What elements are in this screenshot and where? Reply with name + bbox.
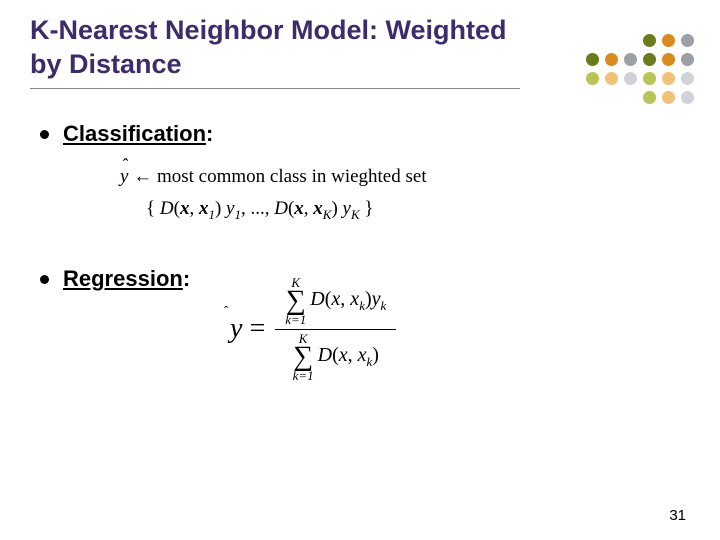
classification-formula: y ← most common class in wieghted set { … — [120, 161, 720, 226]
dot-icon — [681, 72, 694, 85]
dot-icon — [643, 91, 656, 104]
y-symbol: y — [230, 313, 242, 344]
comma: , — [348, 344, 358, 366]
bullet-label: Classification — [63, 121, 206, 146]
brace-open: { — [146, 198, 155, 219]
arrow-glyph: ← — [133, 166, 152, 187]
formula-text: most common class in wieghted set — [157, 166, 427, 187]
title-underline — [30, 88, 520, 89]
dot-icon — [643, 53, 656, 66]
dot-icon — [681, 91, 694, 104]
D-symbol: D — [310, 288, 324, 310]
lparen: ( — [332, 344, 339, 366]
x-symbol: x — [294, 198, 304, 219]
dot-icon — [605, 53, 618, 66]
dot-icon — [681, 34, 694, 47]
subyK: K — [351, 207, 360, 222]
dots: , ..., — [241, 198, 274, 219]
x-symbol: x — [180, 198, 190, 219]
D-symbol: D — [318, 344, 332, 366]
dot-icon — [681, 53, 694, 66]
yK-symbol: y — [343, 198, 351, 219]
bullet-colon: : — [183, 266, 190, 291]
yhat-equals: ˆ y = — [230, 313, 265, 345]
k-sub: k — [381, 298, 387, 313]
x-symbol: x — [339, 344, 348, 366]
numerator: K ∑ k=1 D(x, xk)yk — [275, 274, 396, 329]
dot-icon — [643, 72, 656, 85]
denominator: K ∑ k=1 D(x, xk) — [283, 330, 389, 385]
hat-glyph: ˆ — [224, 303, 228, 319]
regression-formula: ˆ y = K ∑ k=1 D(x, xk)yk K ∑ k=1 — [230, 274, 720, 385]
x1-symbol: x — [199, 198, 209, 219]
dot-icon — [662, 72, 675, 85]
bullet-colon: : — [206, 121, 213, 146]
D-symbol: D — [160, 198, 174, 219]
x-symbol: x — [331, 288, 340, 310]
rparen: ) — [365, 288, 372, 310]
sum-lower: k=1 — [285, 313, 306, 327]
sigma-icon: ∑ — [293, 345, 313, 369]
fraction: K ∑ k=1 D(x, xk)yk K ∑ k=1 D(x, xk) — [275, 274, 396, 385]
yhat-symbol: y — [120, 161, 128, 193]
D-symbol: D — [274, 198, 288, 219]
equals: = — [242, 313, 265, 344]
yk-symbol: y — [372, 288, 381, 310]
dot-icon — [662, 34, 675, 47]
sum-lower: k=1 — [293, 369, 314, 383]
dot-icon — [605, 72, 618, 85]
dot-icon — [643, 34, 656, 47]
decorative-dot-grid — [586, 34, 694, 110]
bullet-label: Regression — [63, 266, 183, 291]
dot-icon — [586, 53, 599, 66]
page-number: 31 — [669, 507, 686, 524]
comma: , — [340, 288, 350, 310]
rparen: ) — [372, 344, 379, 366]
dot-icon — [624, 72, 637, 85]
dot-icon — [586, 72, 599, 85]
sigma-block: K ∑ k=1 — [285, 276, 306, 327]
bullet-icon — [40, 130, 49, 139]
dot-icon — [662, 53, 675, 66]
bullet-classification: Classification: — [0, 121, 720, 147]
xK-symbol: x — [313, 198, 323, 219]
brace-close: } — [364, 198, 373, 219]
bullet-icon — [40, 275, 49, 284]
sigma-block: K ∑ k=1 — [293, 332, 314, 383]
xk-symbol: x — [358, 344, 367, 366]
dot-icon — [662, 91, 675, 104]
sigma-icon: ∑ — [286, 289, 306, 313]
dot-icon — [624, 53, 637, 66]
xk-symbol: x — [350, 288, 359, 310]
